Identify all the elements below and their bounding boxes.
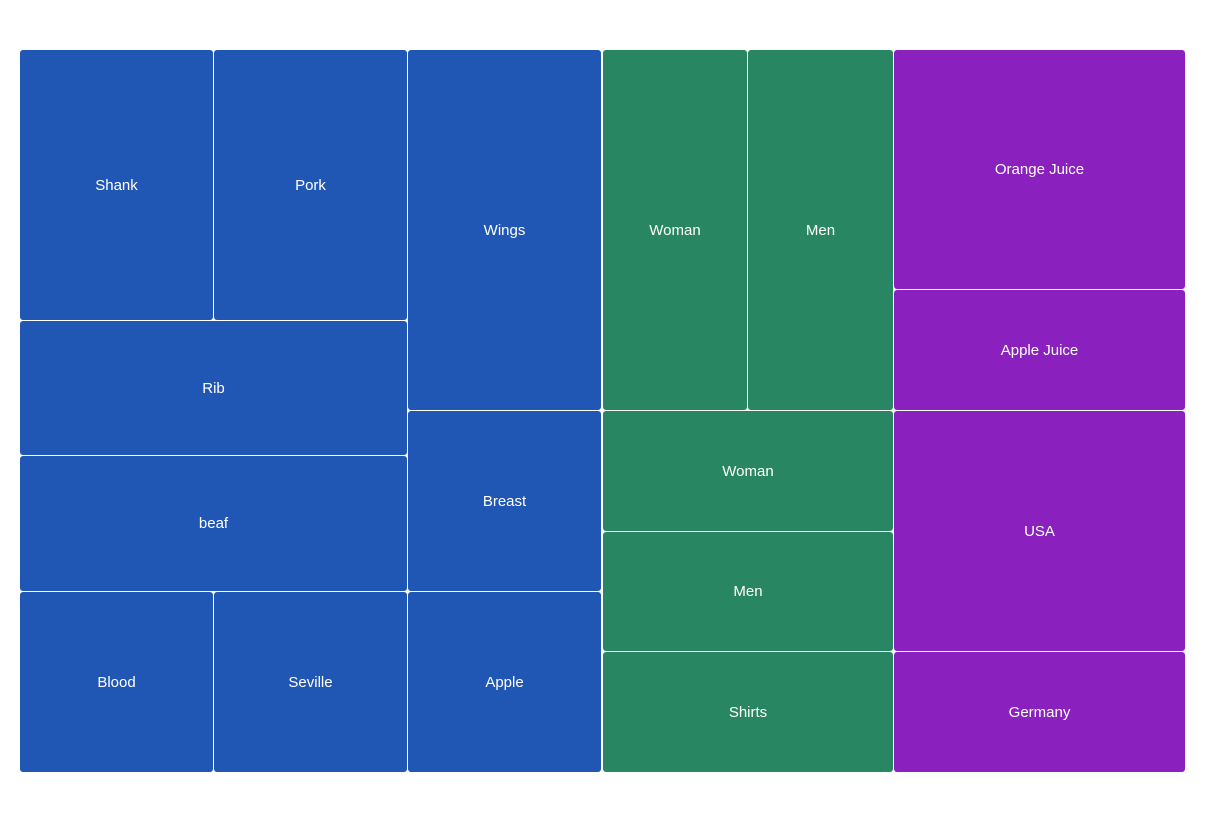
tile-rib[interactable]: Rib (20, 321, 407, 455)
tile-shirts[interactable]: Shirts (603, 652, 893, 772)
tile-label: Orange Juice (994, 161, 1085, 178)
tile-woman-2[interactable]: Woman (603, 411, 893, 531)
tile-label: Blood (97, 673, 136, 691)
tile-seville[interactable]: Seville (214, 592, 407, 772)
tile-label: Wings (483, 221, 526, 239)
tile-beaf[interactable]: beaf (20, 456, 407, 591)
tile-label: Rib (202, 379, 225, 397)
tile-label: Apple Juice (1000, 341, 1079, 359)
tile-usa[interactable]: USA (894, 411, 1185, 651)
tile-shank[interactable]: Shank (20, 50, 213, 320)
tile-label: Breast (482, 492, 527, 510)
tile-wings[interactable]: Wings (408, 50, 601, 410)
tile-men-2[interactable]: Men (603, 532, 893, 651)
tile-orange-juice[interactable]: Orange Juice (894, 50, 1185, 289)
tile-pork[interactable]: Pork (214, 50, 407, 320)
tile-label: Men (733, 583, 763, 600)
tile-label: Pork (295, 176, 326, 194)
tile-apple-juice[interactable]: Apple Juice (894, 290, 1185, 410)
tile-woman[interactable]: Woman (603, 50, 747, 410)
tile-label: beaf (198, 515, 229, 532)
tile-germany[interactable]: Germany (894, 652, 1185, 772)
tile-label: Germany (1008, 703, 1071, 721)
tile-label: Apple (485, 673, 524, 691)
tile-label: Men (805, 221, 836, 239)
tile-label: Shirts (728, 703, 768, 721)
tile-men[interactable]: Men (748, 50, 893, 410)
tile-label: USA (1024, 522, 1055, 540)
tile-label: Seville (288, 673, 333, 691)
tile-breast[interactable]: Breast (408, 411, 601, 591)
tile-apple[interactable]: Apple (408, 592, 601, 772)
tile-label: Woman (649, 221, 701, 239)
tile-label: Shank (95, 176, 138, 194)
tile-label: Woman (722, 462, 774, 480)
tile-blood[interactable]: Blood (20, 592, 213, 772)
